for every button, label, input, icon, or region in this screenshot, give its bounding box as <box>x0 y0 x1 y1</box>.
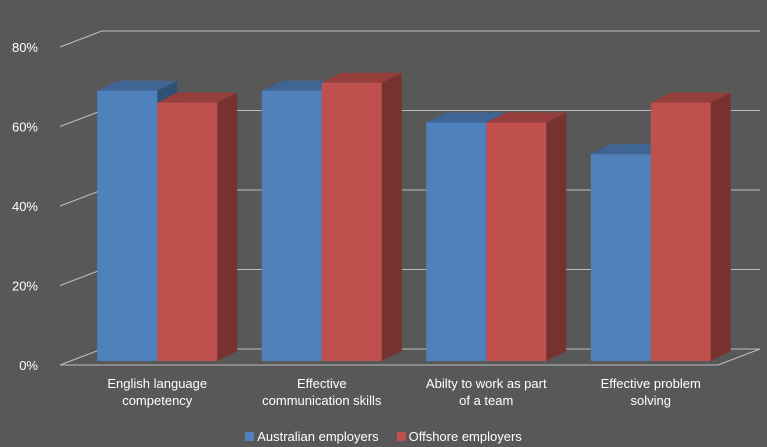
gridline-diagonal <box>59 189 103 207</box>
x-tick-label-line: competency <box>122 393 193 408</box>
y-tick-label: 80% <box>12 40 38 55</box>
bar-offshore <box>486 112 567 361</box>
bars <box>97 72 731 361</box>
bar-side <box>217 92 238 361</box>
bar-side <box>381 72 402 361</box>
bar-top <box>486 112 567 123</box>
category-labels: English language competency Effective commu… <box>107 376 700 408</box>
x-tick-label: Effective communication skills <box>262 376 382 408</box>
bar-front <box>321 82 382 361</box>
bar-front <box>486 122 547 361</box>
bar-offshore <box>650 92 731 361</box>
x-tick-label-line: English language <box>107 376 207 391</box>
bar-front <box>261 90 322 361</box>
y-tick-label: 0% <box>19 358 38 373</box>
x-tick-label-line: solving <box>631 393 671 408</box>
x-tick-label-line: of a team <box>459 393 513 408</box>
y-tick-label: 20% <box>12 279 38 294</box>
y-axis: 0% 20% 40% 60% 80% <box>12 40 38 373</box>
y-tick-label: 60% <box>12 120 38 135</box>
bar-side <box>546 112 567 361</box>
legend-swatch-australian <box>245 432 255 441</box>
floor-right-edge <box>717 348 761 366</box>
x-tick-label: Effective problem solving <box>601 376 701 408</box>
legend-item-offshore: Offshore employers <box>396 429 522 444</box>
bar-front <box>650 102 711 361</box>
bar-side <box>710 92 731 361</box>
x-tick-label-line: Effective problem <box>601 376 701 391</box>
legend: Australian employers Offshore employers <box>0 429 767 444</box>
legend-label-australian: Australian employers <box>257 429 379 444</box>
bar-top <box>97 80 178 91</box>
bar-top <box>157 92 238 103</box>
x-tick-label: Abilty to work as part of a team <box>426 376 547 408</box>
legend-swatch-offshore <box>396 432 406 441</box>
gridline-diagonal <box>59 348 103 366</box>
bar-front <box>590 154 651 361</box>
gridline-diagonal <box>59 269 103 286</box>
x-tick-label: English language competency <box>107 376 207 408</box>
bar-top <box>321 72 402 83</box>
x-tick-label-line: Effective <box>297 376 347 391</box>
bar-front <box>157 102 218 361</box>
bar-front <box>97 90 158 361</box>
bar-offshore <box>321 72 402 361</box>
x-tick-label-line: communication skills <box>262 393 382 408</box>
bar-top <box>650 92 731 103</box>
gridline-diagonal <box>59 30 103 48</box>
x-tick-label-line: Abilty to work as part <box>426 376 547 391</box>
gridline-diagonal <box>59 110 103 127</box>
bar-offshore <box>157 92 238 361</box>
y-tick-label: 40% <box>12 199 38 214</box>
legend-label-offshore: Offshore employers <box>408 429 522 444</box>
legend-item-australian: Australian employers <box>245 429 379 444</box>
bar-front <box>426 122 487 361</box>
bar-top <box>426 112 507 123</box>
